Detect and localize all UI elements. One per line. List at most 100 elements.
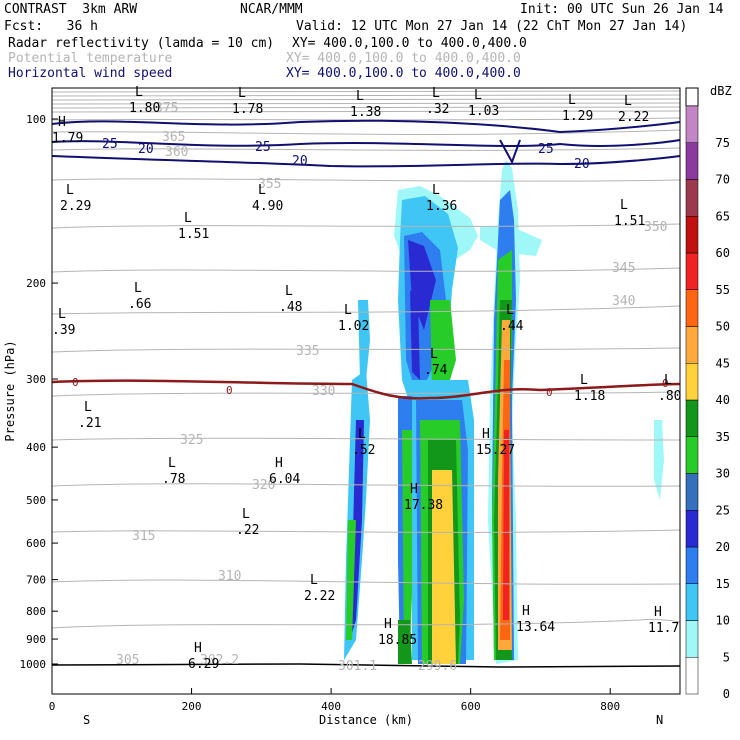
extremum-marker: L.32: [426, 86, 449, 117]
forecast-hour: Fcst: 36 h: [4, 19, 98, 34]
zero-isotherm-label: 0: [662, 377, 669, 390]
y-tick-label: 100: [26, 113, 46, 126]
extremum-marker: L.52: [352, 427, 375, 458]
colorbar-label: 15: [716, 577, 730, 591]
extremum-type: L: [84, 400, 92, 415]
extremum-value: .32: [426, 102, 449, 117]
colorbar-swatch: [685, 510, 699, 548]
extremum-value: 15.27: [476, 443, 515, 458]
y-tick-label: 500: [26, 494, 46, 507]
extremum-type: H: [654, 605, 662, 620]
extremum-marker: H17.38: [404, 482, 443, 513]
extremum-marker: H6.29: [188, 641, 219, 672]
extremum-type: L: [620, 198, 628, 213]
field-xy-wind: XY= 400.0,100.0 to 400.0,400.0: [286, 66, 521, 81]
zero-isotherm-label: 0: [72, 376, 79, 389]
extremum-value: 1.18: [574, 389, 605, 404]
x-tick-label: 400: [321, 700, 341, 713]
extremum-type: L: [58, 307, 66, 322]
center-title: NCAR/MMM: [240, 2, 303, 17]
extremum-value: .74: [424, 363, 448, 378]
extremum-value: 1.03: [468, 104, 499, 119]
extremum-type: L: [624, 94, 632, 109]
extremum-value: 1.80: [129, 101, 160, 116]
field-name-reflectivity: Radar reflectivity (lamda = 10 cm): [8, 36, 275, 51]
extremum-marker: L1.51: [614, 198, 645, 229]
zero-isotherm-label: 0: [226, 384, 233, 397]
theta-label: 375: [155, 101, 178, 116]
colorbar-label: 10: [716, 614, 730, 628]
extremum-type: H: [275, 456, 283, 471]
colorbar-label: 35: [716, 430, 730, 444]
theta-label: 299.6: [418, 659, 457, 674]
colorbar-swatch: [685, 620, 699, 658]
extremum-value: .21: [78, 416, 101, 431]
extremum-marker: L.78: [162, 456, 185, 487]
extremum-marker: L1.02: [338, 303, 369, 334]
y-tick-label: 900: [26, 633, 46, 646]
colorbar-swatch: [685, 436, 699, 474]
colorbar-label: 5: [723, 650, 730, 664]
colorbar-swatch: [685, 252, 699, 290]
theta-label: 315: [132, 529, 155, 544]
theta-label: 365: [162, 130, 185, 145]
colorbar-label: 50: [716, 320, 730, 334]
extremum-type: L: [344, 303, 352, 318]
extremum-marker: L2.22: [304, 573, 335, 604]
y-tick-label: 200: [26, 277, 46, 290]
colorbar-label: 20: [716, 540, 730, 554]
wind-label: 20: [138, 142, 154, 157]
y-tick-label: 700: [26, 574, 46, 587]
theta-label: 330: [312, 384, 335, 399]
extremum-type: H: [194, 641, 202, 656]
extremum-type: L: [258, 183, 266, 198]
theta-label: 305: [116, 653, 139, 668]
init-time: Init: 00 UTC Sun 26 Jan 14: [520, 2, 724, 17]
extremum-value: 6.04: [269, 472, 300, 487]
extremum-marker: L1.18: [574, 373, 605, 404]
extremum-marker: L.48: [279, 284, 302, 315]
extremum-marker: L2.22: [618, 94, 649, 125]
extremum-value: 1.51: [614, 214, 645, 229]
theta-label: 340: [612, 294, 635, 309]
colorbar-cap: [685, 87, 699, 107]
extremum-value: 1.78: [232, 102, 263, 117]
extremum-marker: H11.7: [648, 605, 679, 636]
extremum-marker: L.74: [424, 347, 448, 378]
colorbar-swatch: [685, 399, 699, 437]
extremum-marker: L.80: [658, 373, 681, 404]
extremum-value: .80: [658, 389, 681, 404]
extremum-type: H: [384, 617, 392, 632]
colorbar-label: 60: [716, 246, 730, 260]
colorbar-unit: dBZ: [710, 84, 732, 98]
colorbar-swatch: [685, 105, 699, 143]
theta-label: 360: [165, 145, 188, 160]
extremum-value: .39: [52, 323, 75, 338]
extremum-type: L: [184, 211, 192, 226]
extremum-value: 18.85: [378, 633, 417, 648]
extremum-value: 13.64: [516, 620, 555, 635]
extremum-marker: L.44: [500, 303, 524, 334]
theta-label: 345: [612, 261, 635, 276]
extremum-type: L: [474, 88, 482, 103]
colorbar-swatch: [685, 326, 699, 364]
y-tick-label: 800: [26, 605, 46, 618]
x-tick-label: 800: [600, 700, 620, 713]
colorbar-swatch: [685, 583, 699, 621]
extremum-marker: L1.38: [350, 89, 381, 120]
extremum-value: 4.90: [252, 199, 283, 214]
theta-label: 350: [644, 220, 667, 235]
wind-label: 20: [292, 154, 308, 169]
extremum-marker: H13.64: [516, 604, 555, 635]
colorbar-swatch: [685, 546, 699, 584]
y-axis-label: Pressure (hPa): [3, 340, 17, 441]
extremum-value: 11.7: [648, 621, 679, 636]
extremum-type: H: [58, 115, 66, 130]
y-tick-label: 400: [26, 441, 46, 454]
extremum-type: L: [242, 507, 250, 522]
extremum-marker: H1.79: [52, 115, 83, 146]
colorbar-label: 45: [716, 356, 730, 370]
extremum-value: 6.29: [188, 657, 219, 672]
extremum-type: L: [506, 303, 514, 318]
x-tick-label: 0: [49, 700, 56, 713]
